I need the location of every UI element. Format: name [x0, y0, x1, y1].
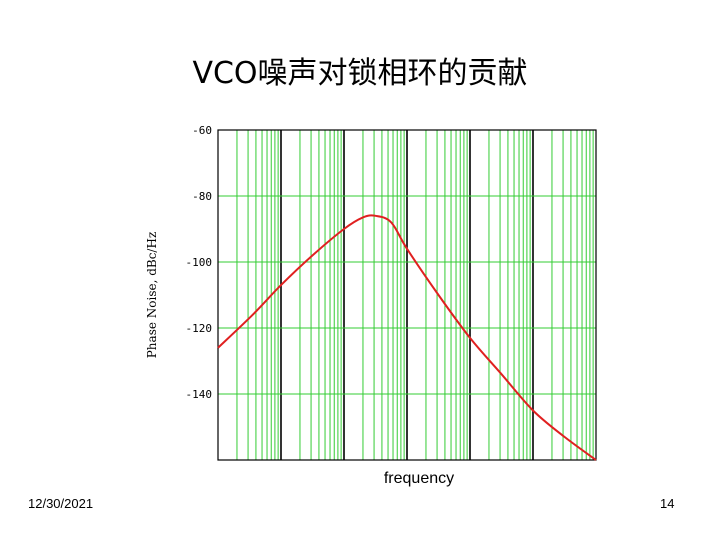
x-axis-label: frequency	[384, 470, 454, 487]
y-tick-labels: -60 -80 -100 -120 -140	[186, 124, 213, 401]
slide-title: VCO噪声对锁相环的贡献	[192, 56, 528, 91]
y-tick-label: -80	[192, 190, 212, 203]
y-tick-label: -60	[192, 124, 212, 137]
grid	[217, 129, 597, 461]
plot-frame	[217, 129, 597, 461]
y-tick-label: -100	[186, 256, 213, 269]
y-axis-label: Phase Noise, dBc/Hz	[145, 232, 159, 359]
phase-noise-line	[217, 214, 597, 461]
slide-date: 12/30/2021	[28, 496, 94, 511]
y-tick-label: -140	[186, 388, 213, 401]
slide-page-number: 14	[660, 496, 675, 511]
y-tick-label: -120	[186, 322, 213, 335]
